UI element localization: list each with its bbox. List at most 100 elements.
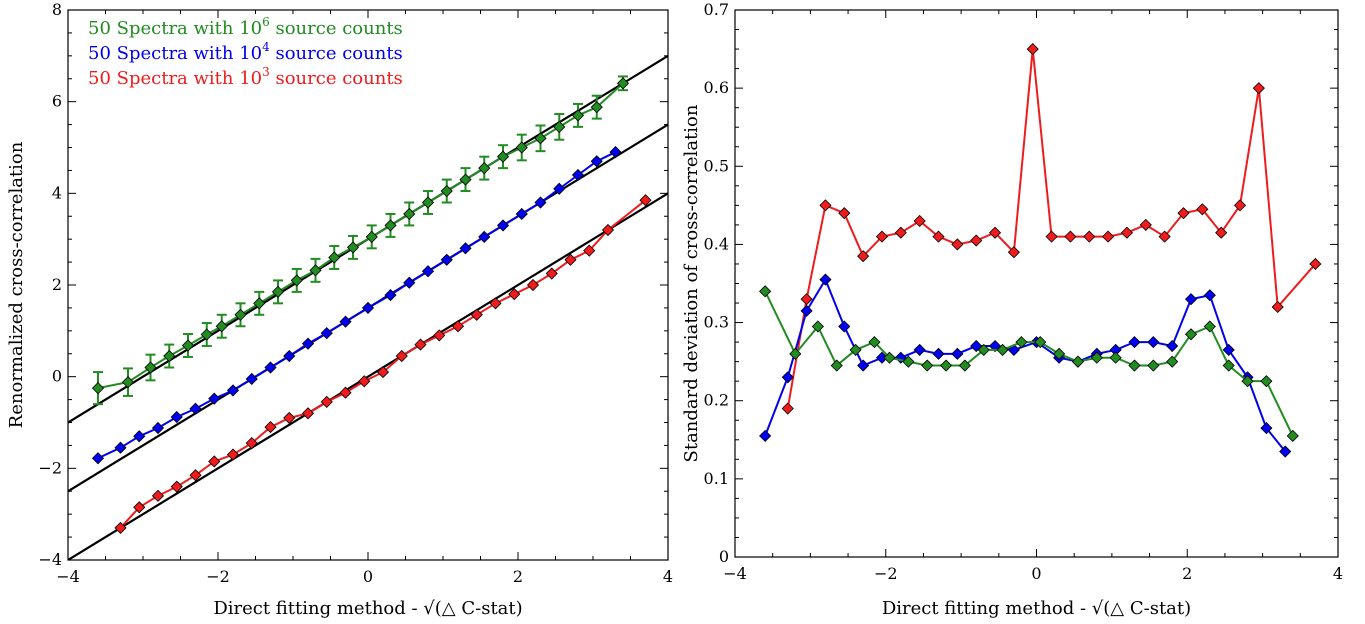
data-point [1147, 359, 1160, 372]
data-point [571, 168, 585, 182]
data-point [478, 230, 491, 243]
data-point [271, 285, 285, 298]
data-point [283, 349, 296, 363]
data-point [208, 392, 221, 405]
data-point [114, 441, 127, 454]
series-line [786, 48, 1317, 409]
data-point [849, 343, 862, 356]
data-point [1053, 347, 1066, 360]
data-point [459, 242, 472, 255]
data-point [301, 407, 315, 420]
x-tick-label: 4 [1333, 564, 1343, 583]
data-point [189, 402, 202, 415]
data-point [1128, 336, 1141, 349]
data-point [440, 184, 453, 198]
data-point [403, 276, 416, 289]
data-point [1109, 351, 1122, 364]
data-point [339, 315, 352, 328]
y-tick-label: 0.1 [704, 469, 729, 488]
data-point [226, 384, 240, 397]
data-point [1252, 82, 1265, 95]
data-point [894, 226, 907, 239]
axes-frame [67, 9, 669, 561]
legend-text-tail: source counts [270, 43, 403, 64]
y-axis-label: Standard deviation of cross-correlation [681, 104, 702, 462]
data-point [1090, 351, 1103, 364]
data-point [395, 349, 408, 363]
series-1 [781, 43, 1322, 415]
legend-exponent: 3 [262, 65, 270, 79]
data-point [601, 223, 615, 237]
x-axis-label: Direct fitting method - √(△ C-stat) [882, 598, 1191, 619]
data-point [283, 411, 296, 424]
data-point [226, 448, 240, 461]
data-point [384, 219, 397, 232]
y-tick-label: 0 [52, 367, 62, 386]
x-tick-label: −4 [723, 564, 747, 583]
data-point [328, 251, 341, 264]
data-point [133, 430, 146, 443]
data-point [545, 267, 558, 280]
data-point [290, 274, 303, 287]
series-2 [91, 146, 622, 465]
data-point [1045, 230, 1058, 243]
y-tick-label: 0.6 [704, 78, 729, 97]
data-point [553, 182, 566, 195]
data-point [1071, 355, 1085, 368]
data-point [1158, 230, 1171, 243]
data-point [800, 304, 813, 317]
data-point [800, 293, 813, 306]
x-tick-label: −4 [56, 567, 80, 586]
data-point [902, 355, 915, 368]
y-tick-label: −4 [38, 550, 62, 569]
data-point [913, 214, 926, 228]
data-point [1203, 289, 1216, 302]
data-point [1215, 226, 1228, 239]
data-point [1166, 355, 1179, 368]
y-tick-label: −2 [38, 458, 62, 477]
data-point [478, 162, 491, 175]
data-point [451, 320, 465, 333]
data-point [151, 489, 165, 502]
data-point [253, 297, 266, 310]
data-point [1260, 375, 1273, 388]
data-point [1271, 300, 1284, 314]
data-point [1147, 336, 1160, 349]
data-point [811, 320, 824, 333]
data-point [526, 278, 540, 292]
data-point [489, 297, 502, 310]
data-point [977, 343, 990, 356]
data-point [414, 338, 427, 351]
data-point [838, 320, 851, 333]
x-tick-label: 4 [663, 567, 673, 586]
data-point [951, 238, 964, 251]
series-1 [91, 75, 630, 406]
data-point [1233, 199, 1247, 212]
data-point [384, 289, 397, 302]
data-point [1184, 328, 1198, 341]
data-point [1007, 246, 1020, 259]
data-point [857, 250, 870, 263]
legend-entry-1: 50 Spectra with 106 source counts [88, 15, 403, 39]
y-tick-label: 0 [719, 547, 729, 566]
data-point [553, 120, 566, 133]
legend-text-tail: source counts [270, 18, 403, 39]
data-point [151, 421, 165, 435]
data-point [571, 109, 585, 122]
chart-panel-2: −4 −2 0 2 4 0 0.1 0.2 0.3 0.4 0.5 0.6 0.7 Direct fitt… [681, 0, 1343, 619]
data-point [1128, 359, 1141, 372]
data-point [789, 347, 802, 360]
data-point [358, 375, 371, 388]
data-point [320, 395, 333, 408]
x-tick-label: 0 [1031, 564, 1041, 583]
legend-text-main: 50 Spectra with 10 [88, 43, 262, 64]
data-point [932, 347, 945, 360]
data-point [144, 361, 157, 374]
plot-area [68, 54, 668, 560]
y-tick-label: 0.7 [704, 0, 729, 19]
x-axis-label: Direct fitting method - √(△ C-stat) [213, 598, 522, 619]
data-point [1166, 339, 1179, 353]
data-point [309, 264, 322, 277]
data-point [883, 351, 896, 364]
